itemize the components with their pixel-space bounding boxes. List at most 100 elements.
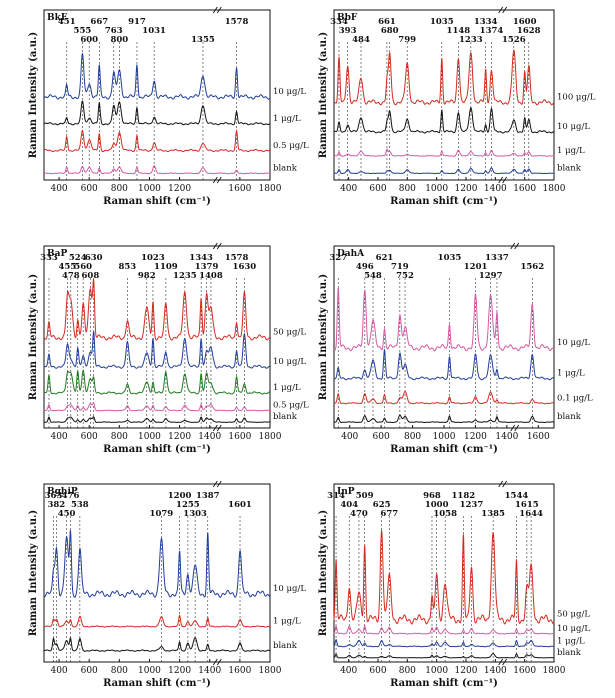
spectrum-line [44,331,270,369]
peak-label: 600 [80,35,98,45]
peak-label: 1343 [189,253,213,263]
x-tick-label: 1000 [138,184,161,194]
spectrum-line [43,530,271,598]
axis-break-mark [212,176,222,184]
peak-label: 1297 [479,271,503,281]
spectrum-line [333,390,555,405]
peak-label: 1630 [233,262,257,272]
x-tick-label: 1200 [168,432,191,442]
peak-label: 1544 [505,491,529,501]
x-tick-label: 600 [369,184,386,194]
series-label: blank [273,641,298,651]
peak-label: 1000 [425,500,449,510]
series-label: 10 μg/L [273,584,306,594]
series-label: 10 μg/L [557,624,590,634]
x-tick-label: 1600 [527,432,550,442]
panel-title: BaP [47,249,67,259]
x-tick-label: 800 [399,184,416,194]
series-label: 0.1 μg/L [557,393,593,403]
panel-title: BkF [47,13,68,23]
peak-label: 1031 [142,26,166,36]
peak-label: 763 [105,26,123,36]
x-tick-label: 800 [111,432,128,442]
series-label: 10 μg/L [273,357,306,367]
series-label: blank [557,164,582,174]
peak-label: 800 [110,35,128,45]
peak-label: 625 [373,500,391,510]
series-label: blank [273,164,298,174]
axis-break-mark [212,6,222,14]
peak-label: 327 [329,253,347,263]
peak-label: 524 [69,253,87,263]
x-axis-title: Raman shift (cm⁻¹) [103,444,211,455]
peak-label: 1023 [141,253,165,263]
y-axis-title: Raman Intensity (a.u.) [28,510,39,637]
x-axis-title: Raman shift (cm⁻¹) [390,444,498,455]
peak-label: 1374 [480,26,504,36]
spectrum-line [333,625,555,635]
series-label: 1 μg/L [273,114,301,124]
spectrum-line [334,148,554,157]
panel-title: BghiP [47,487,78,497]
x-tick-label: 400 [50,666,67,676]
x-tick-label: 1400 [198,666,221,676]
peak-label: 1334 [474,17,498,27]
peak-label: 1578 [225,17,249,27]
peak-label: 363 [45,491,63,501]
peak-label: 334 [330,17,348,27]
peak-label: 1035 [438,253,462,263]
series-label: 50 μg/L [557,610,590,620]
spectrum-line [333,348,555,381]
peak-label: 538 [71,500,89,510]
x-tick-label: 1200 [455,184,478,194]
peak-label: 799 [398,35,416,45]
peak-label: 677 [380,509,398,519]
spectrum-line [333,529,555,625]
spectrum-line [333,638,554,648]
x-axis-title: Raman shift (cm⁻¹) [390,196,498,207]
x-tick-label: 800 [111,666,128,676]
x-tick-label: 1800 [259,184,282,194]
spectrum-line [333,414,554,424]
peak-label: 560 [74,262,92,272]
peak-label: 1058 [433,509,457,519]
peak-label: 968 [423,491,441,501]
peak-label: 382 [47,500,65,510]
spectrum-line [43,165,271,175]
peak-label: 548 [364,271,382,281]
peak-label: 1233 [459,35,483,45]
peak-label: 470 [350,509,368,519]
peak-label: 1200 [168,491,192,501]
x-tick-label: 600 [81,666,98,676]
x-tick-label: 800 [404,432,421,442]
axis-break-mark [498,480,508,488]
x-tick-label: 400 [340,666,357,676]
axis-break-mark [510,424,520,432]
spectrum-line [44,636,270,652]
peak-label: 621 [376,253,394,263]
chart-panel-daha: DahA 400 600 800 1000 1200 1400 1600 Raman shift… [318,242,593,455]
x-tick-label: 400 [50,432,67,442]
x-tick-label: 1600 [228,666,251,676]
peak-label: 667 [90,17,108,27]
x-tick-label: 1200 [464,432,487,442]
peak-label: 1628 [517,26,541,36]
x-tick-label: 1400 [484,666,507,676]
x-tick-label: 1000 [425,666,448,676]
peak-label: 1644 [519,509,543,519]
x-tick-label: 1000 [433,432,456,442]
panel-title: BbF [337,13,358,23]
series-label: 1 μg/L [273,383,301,393]
x-tick-label: 1600 [513,184,536,194]
x-tick-label: 1800 [259,432,282,442]
spectrum-line [43,128,271,153]
peak-label: 1355 [191,35,215,45]
series-label: 1 μg/L [557,637,585,647]
x-tick-label: 1600 [513,666,536,676]
peak-label: 982 [138,271,156,281]
peak-label: 1526 [502,35,526,45]
panel-title: DahA [337,249,365,259]
x-tick-label: 1800 [259,666,282,676]
x-tick-label: 800 [111,184,128,194]
peak-label: 853 [118,262,136,272]
